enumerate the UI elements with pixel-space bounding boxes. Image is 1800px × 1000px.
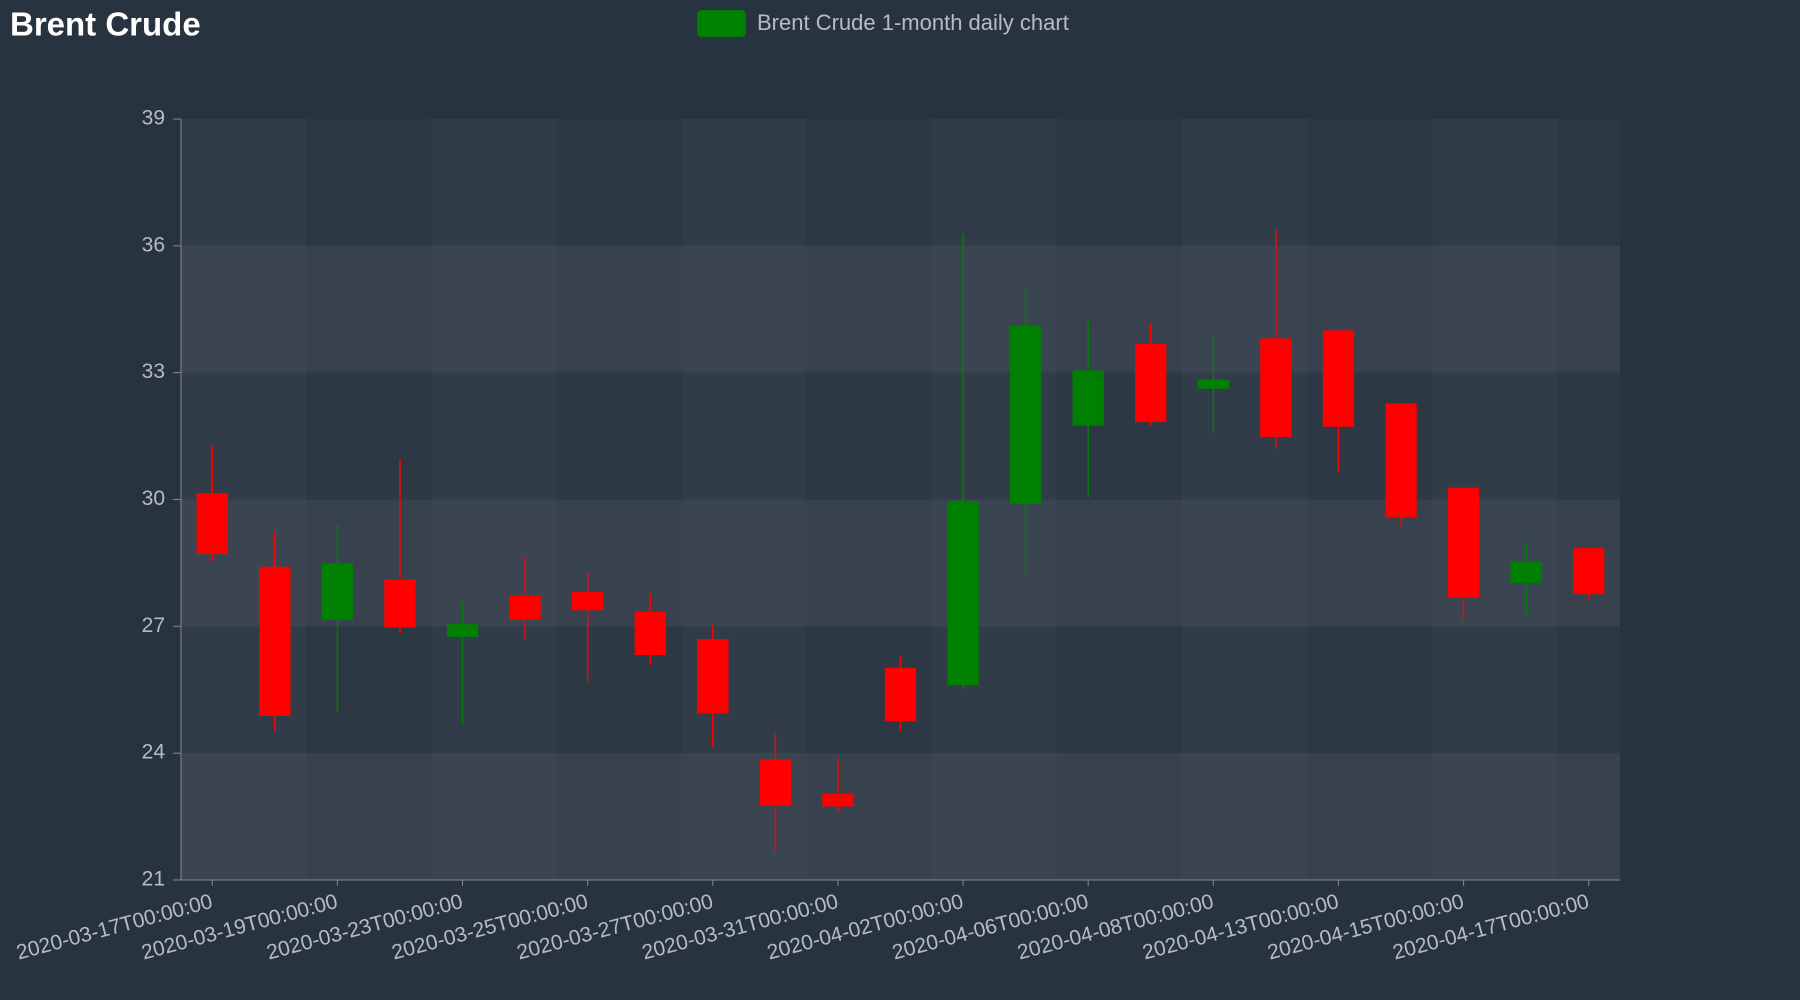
candle-body — [1447, 487, 1480, 598]
chart-title: Brent Crude — [10, 6, 201, 43]
candle-body — [1009, 325, 1042, 504]
candle-body — [947, 501, 979, 686]
candle-body — [634, 611, 666, 656]
y-tick-label: 36 — [142, 233, 165, 256]
candle-body — [509, 595, 541, 620]
candle-body — [1072, 370, 1104, 426]
grid-band — [181, 753, 1620, 880]
y-tick-label: 39 — [142, 107, 165, 130]
y-tick-label: 27 — [142, 614, 165, 637]
candle-body — [1573, 548, 1605, 595]
legend-swatch — [697, 10, 746, 37]
candle-body — [446, 624, 479, 637]
candle-body — [1197, 379, 1229, 389]
candle-body — [321, 563, 354, 620]
candle-body — [1322, 330, 1355, 427]
candle-body — [1385, 403, 1417, 518]
candle-body — [884, 667, 917, 722]
candle-body — [1135, 343, 1167, 423]
candle-body — [196, 493, 228, 555]
candle-body — [384, 579, 416, 628]
y-tick-label: 33 — [142, 360, 165, 383]
candle-body — [259, 566, 291, 716]
candle-body — [1510, 562, 1542, 583]
plot-area — [181, 119, 1620, 880]
y-tick-label: 30 — [142, 487, 165, 510]
candle-body — [1260, 338, 1292, 437]
candle-body — [572, 592, 604, 611]
y-tick-label: 21 — [142, 868, 165, 891]
grid-band — [181, 245, 1620, 373]
candle-body — [822, 793, 854, 807]
y-tick-label: 24 — [142, 741, 166, 764]
grid-band — [181, 499, 1620, 627]
candle-body — [759, 759, 792, 806]
legend-label: Brent Crude 1-month daily chart — [757, 10, 1069, 35]
candle-body — [697, 639, 729, 714]
